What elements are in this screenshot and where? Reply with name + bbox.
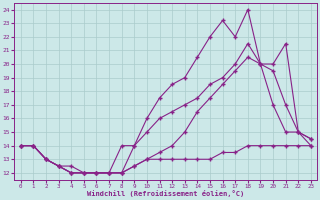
X-axis label: Windchill (Refroidissement éolien,°C): Windchill (Refroidissement éolien,°C) [87,190,244,197]
